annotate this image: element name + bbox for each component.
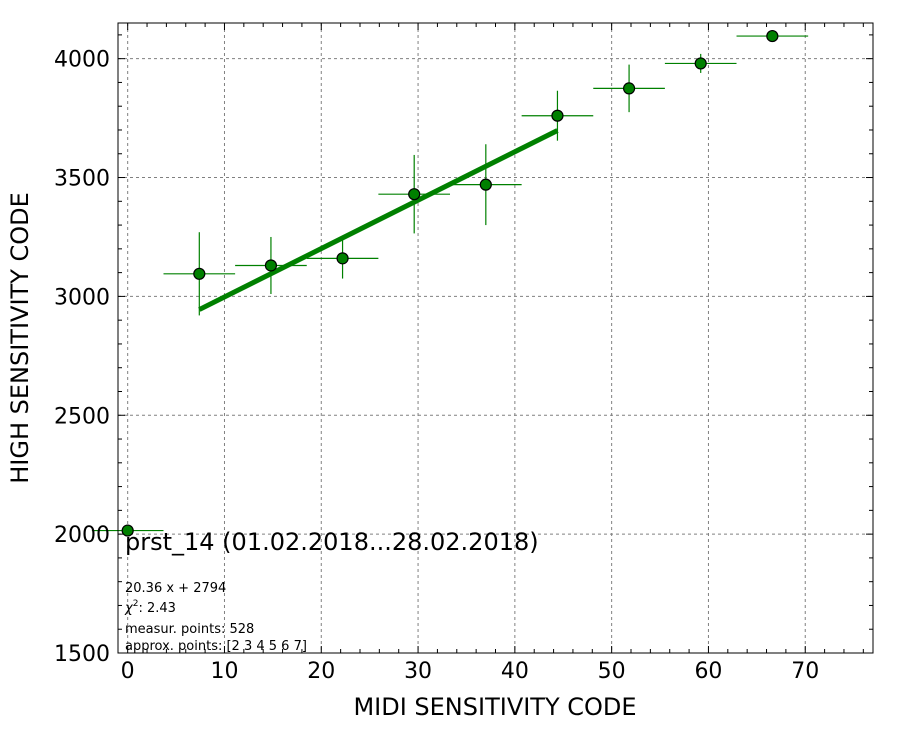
data-point [193, 267, 206, 280]
data-point-group [306, 238, 379, 279]
data-point [264, 259, 278, 272]
plot-frame [117, 22, 874, 654]
x-tick-label: 50 [598, 659, 626, 684]
data-point-group [450, 144, 522, 226]
data-point [336, 252, 349, 265]
data-point [766, 29, 779, 43]
data-point-group [91, 524, 164, 537]
annotation-approx-points: approx. points: [2 3 4 5 6 7] [125, 639, 307, 654]
x-tick-label: 30 [404, 659, 432, 684]
x-tick-label: 10 [210, 659, 238, 684]
data-point-group [521, 90, 594, 141]
fit-layer [198, 128, 559, 312]
x-tick-label: 20 [307, 659, 335, 684]
major-ticks [118, 23, 873, 654]
chi2-exponent: 2 [133, 599, 139, 609]
y-tick-label: 1500 [54, 642, 110, 667]
y-tick-label: 3000 [54, 285, 110, 310]
y-tick-label: 2000 [54, 523, 110, 548]
y-tick-label: 4000 [54, 48, 110, 73]
data-point [694, 57, 707, 70]
data-point-group [664, 53, 737, 73]
data-point [622, 82, 636, 95]
y-tick-label: 3500 [54, 167, 110, 192]
y-tick-label: 2500 [54, 404, 110, 429]
data-point [479, 178, 492, 191]
chi2-symbol: χ [124, 601, 134, 616]
data-point-group [593, 64, 665, 113]
data-point-group [235, 236, 307, 295]
annotation-title: prst_14 (01.02.2018...28.02.2018) [125, 528, 539, 556]
x-tick-label: 70 [791, 659, 819, 684]
data-point [551, 109, 564, 122]
grid [118, 23, 873, 654]
x-tick-label: 40 [501, 659, 529, 684]
x-tick-label: 60 [694, 659, 722, 684]
minor-ticks [118, 23, 873, 653]
annotation-equation: 20.36 x + 2794 [125, 581, 226, 596]
tick-labels: 0 10 20 30 40 50 60 70 1500 2000 2500 3000 3500 4000 [54, 48, 819, 684]
x-tick-label: 0 [121, 659, 135, 684]
data-point-group [378, 154, 451, 234]
x-axis-title: MIDI SENSITIVITY CODE [353, 693, 636, 721]
points-layer [91, 29, 809, 537]
fit-line [198, 128, 559, 312]
data-point [408, 188, 421, 201]
chi2-value: : 2.43 [138, 601, 175, 616]
data-point [121, 524, 134, 537]
data-point-group [163, 232, 236, 316]
annotation-chi2: χ2: 2.43 [124, 599, 176, 616]
data-point-group [736, 29, 809, 43]
y-axis-title: HIGH SENSITIVITY CODE [6, 192, 34, 484]
annotation-measured-points: measur. points: 528 [125, 622, 254, 637]
plot-background [118, 23, 873, 653]
